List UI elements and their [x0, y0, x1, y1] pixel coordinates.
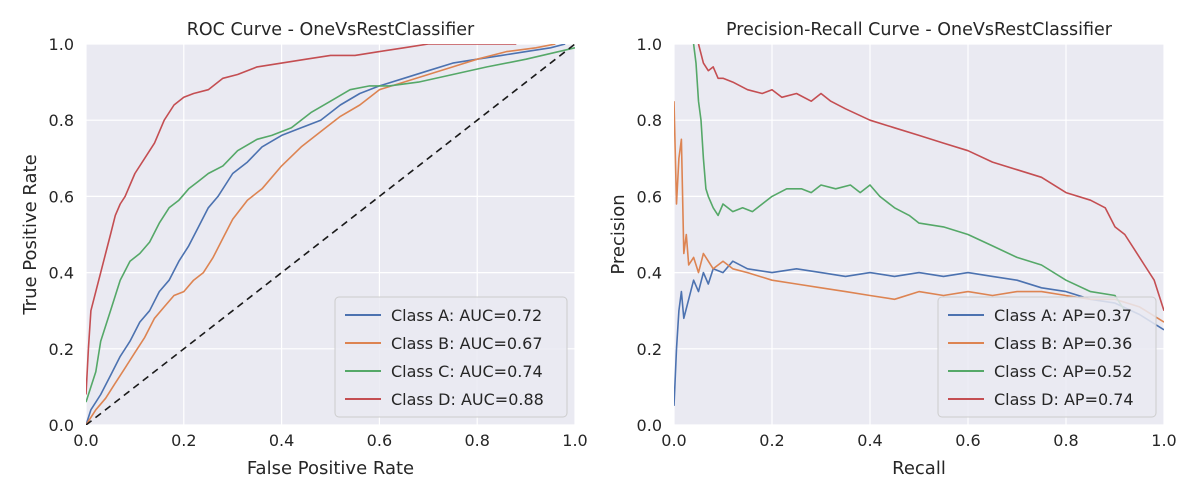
- y-tick-label: 0.2: [637, 340, 662, 359]
- x-axis-label: Recall: [892, 458, 946, 479]
- y-tick-label: 0.0: [49, 416, 74, 435]
- series-line-class-a: [674, 260, 1164, 406]
- x-tick-label: 0.2: [759, 431, 784, 450]
- chart-title: Precision-Recall Curve - OneVsRestClassi…: [726, 20, 1113, 40]
- x-tick-label: 0.2: [171, 431, 196, 450]
- legend-label: Class B: AP=0.36: [994, 334, 1132, 353]
- y-tick-label: 1.0: [49, 35, 74, 54]
- x-tick-label: 1.0: [562, 431, 587, 450]
- series-line-class-d: [86, 44, 517, 395]
- legend-box: [334, 296, 568, 418]
- series-line-class-c: [86, 47, 575, 403]
- series-line-class-c: [692, 44, 1126, 312]
- y-tick-label: 0.0: [637, 416, 662, 435]
- y-tick-label: 1.0: [637, 35, 662, 54]
- x-tick-label: 0.0: [73, 431, 98, 450]
- series-line-class-b: [674, 101, 1164, 323]
- chart-panel-1: 0.0 0.2 0.4 0.6 0.8 1.0 0.0 0.2 0.4 0.6 0.8 1.0 ROC …: [20, 20, 588, 479]
- legend-box: [937, 296, 1157, 418]
- y-tick-label: 0.8: [637, 111, 662, 130]
- chart-title: ROC Curve - OneVsRestClassifier: [187, 20, 475, 40]
- legend: Class A: AUC=0.72 Class B: AUC=0.67 Class …: [334, 296, 568, 418]
- legend-label: Class A: AP=0.37: [994, 306, 1132, 325]
- x-tick-label: 0.4: [269, 431, 294, 450]
- x-tick-label: 0.4: [857, 431, 882, 450]
- legend-label: Class C: AP=0.52: [994, 362, 1132, 381]
- x-axis-label: False Positive Rate: [247, 458, 414, 479]
- legend-label: Class C: AUC=0.74: [391, 362, 543, 381]
- x-tick-label: 0.6: [367, 431, 392, 450]
- legend-label: Class A: AUC=0.72: [391, 306, 542, 325]
- chart-panel-2: 0.0 0.2 0.4 0.6 0.8 1.0 0.0 0.2 0.4 0.6 0.8 1.0 Prec…: [608, 20, 1177, 479]
- legend: Class A: AP=0.37 Class B: AP=0.36 Class C:…: [937, 296, 1157, 418]
- x-tick-label: 0.6: [955, 431, 980, 450]
- y-tick-label: 0.2: [49, 340, 74, 359]
- diagonal-reference-line: [86, 44, 575, 425]
- x-tick-label: 1.0: [1151, 431, 1176, 450]
- y-tick-label: 0.6: [49, 187, 74, 206]
- series-line-class-a: [86, 44, 566, 425]
- y-tick-label: 0.8: [49, 111, 74, 130]
- y-tick-label: 0.4: [637, 264, 662, 283]
- y-tick-label: 0.4: [49, 264, 74, 283]
- y-axis-label: Precision: [608, 194, 629, 274]
- legend-label: Class B: AUC=0.67: [391, 334, 543, 353]
- legend-label: Class D: AP=0.74: [994, 390, 1134, 409]
- x-tick-label: 0.8: [1053, 431, 1078, 450]
- x-tick-label: 0.0: [661, 431, 686, 450]
- y-axis-label: True Positive Rate: [20, 154, 41, 315]
- series-line-class-d: [697, 44, 1164, 311]
- y-tick-label: 0.6: [637, 187, 662, 206]
- x-tick-label: 0.8: [464, 431, 489, 450]
- series-line-class-b: [86, 44, 556, 425]
- legend-label: Class D: AUC=0.88: [391, 390, 544, 409]
